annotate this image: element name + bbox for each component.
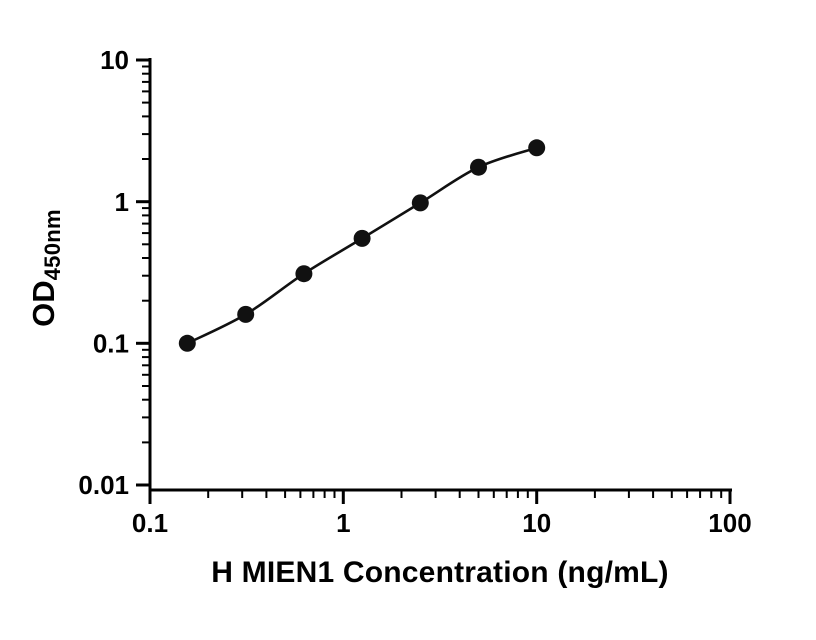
data-points: [178, 139, 546, 352]
y-axis-title: OD450nm: [26, 209, 66, 327]
x-tick-label: 1: [336, 508, 350, 538]
data-point: [295, 265, 313, 283]
data-point: [470, 158, 487, 176]
x-tick-label: 10: [522, 508, 551, 538]
data-point: [353, 229, 371, 247]
y-tick-label: 0.01: [78, 470, 129, 500]
data-point: [237, 305, 255, 323]
y-axis-title-sub: 450nm: [40, 209, 65, 281]
y-tick-label: 0.1: [93, 328, 129, 358]
x-tick-label: 100: [708, 508, 751, 538]
x-axis-ticks: 0.1 1 10 100: [132, 490, 752, 538]
data-point: [178, 334, 196, 352]
x-tick-label: 0.1: [132, 508, 168, 538]
y-axis-ticks: 0.01 0.1 1 10: [78, 45, 150, 500]
y-tick-label: 1: [115, 187, 129, 217]
data-point: [411, 194, 429, 212]
y-axis-title-main: OD: [26, 280, 61, 327]
x-axis-title: H MIEN1 Concentration (ng/mL): [211, 556, 669, 589]
data-point: [528, 139, 546, 157]
y-tick-label: 10: [100, 45, 129, 75]
